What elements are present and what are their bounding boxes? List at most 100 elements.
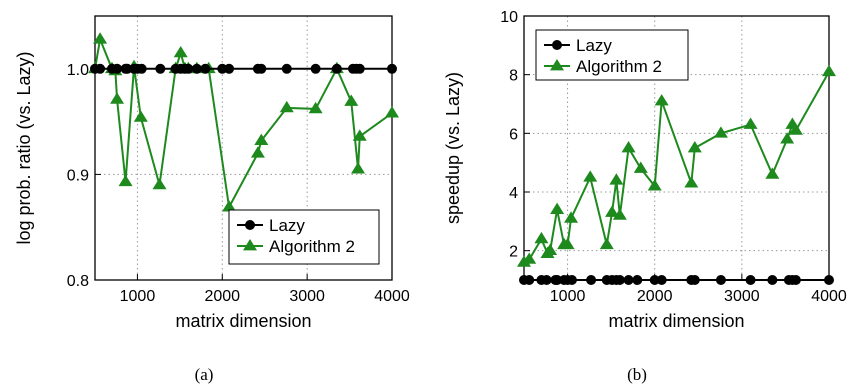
data-point-algorithm-2 <box>687 141 702 153</box>
x-tick-label: 2000 <box>204 288 240 305</box>
legend-label: Algorithm 2 <box>269 237 355 256</box>
legend-box <box>228 209 380 265</box>
data-point-lazy <box>256 63 267 74</box>
data-point-algorithm-2 <box>654 94 669 106</box>
data-point-algorithm-2 <box>599 237 614 250</box>
y-tick-label: 0.8 <box>67 273 89 290</box>
data-point-algorithm-2 <box>308 101 323 114</box>
data-point-lazy <box>224 63 235 74</box>
data-point-algorithm-2 <box>133 110 148 122</box>
data-point-algorithm-2 <box>605 205 620 217</box>
data-point-algorithm-2 <box>352 129 367 141</box>
data-point-algorithm-2 <box>621 141 636 153</box>
data-point-lazy <box>656 275 667 285</box>
data-point-lazy <box>112 63 123 74</box>
data-point-lazy <box>552 275 563 285</box>
x-tick-label: 4000 <box>811 288 847 305</box>
y-axis-label: speedup (vs. Lazy) <box>443 72 463 224</box>
data-point-algorithm-2 <box>647 179 662 191</box>
data-point-lazy <box>541 275 552 285</box>
x-tick-label: 1000 <box>550 288 586 305</box>
series-line-algorithm-2 <box>523 71 830 264</box>
plot-frame <box>94 15 393 281</box>
caption-b: (b) <box>627 365 647 384</box>
data-point-lazy <box>191 63 202 74</box>
x-axis-label: matrix dimension <box>175 311 311 331</box>
data-point-lazy <box>767 275 778 285</box>
data-point-algorithm-2 <box>583 170 598 182</box>
data-point-algorithm-2 <box>788 123 803 135</box>
data-point-algorithm-2 <box>534 231 549 244</box>
data-point-algorithm-2 <box>822 64 836 77</box>
legend-box <box>535 29 689 81</box>
data-point-lazy <box>715 275 726 285</box>
data-point-lazy <box>524 275 535 285</box>
x-tick-label: 3000 <box>289 288 325 305</box>
data-point-algorithm-2 <box>222 200 237 212</box>
legend-marker <box>243 239 257 251</box>
y-tick-label: 4 <box>509 185 518 202</box>
data-point-algorithm-2 <box>351 162 366 174</box>
legend-label: Lazy <box>269 216 305 235</box>
data-point-algorithm-2 <box>279 100 294 113</box>
data-point-algorithm-2 <box>118 174 133 187</box>
y-tick-label: 6 <box>509 126 518 143</box>
data-point-algorithm-2 <box>152 177 167 190</box>
data-point-algorithm-2 <box>743 117 758 129</box>
data-point-algorithm-2 <box>560 237 575 250</box>
x-tick-label: 2000 <box>637 288 673 305</box>
y-tick-label: 0.9 <box>67 167 89 184</box>
data-point-algorithm-2 <box>550 202 565 214</box>
data-point-algorithm-2 <box>93 32 108 44</box>
data-point-algorithm-2 <box>564 211 579 223</box>
y-tick-label: 1.0 <box>67 62 89 79</box>
x-tick-label: 4000 <box>374 288 410 305</box>
data-point-lazy <box>790 275 801 285</box>
data-point-lazy <box>95 63 106 74</box>
y-axis-label: log prob. ratio (vs. Lazy) <box>14 51 34 244</box>
data-point-lazy <box>331 63 342 74</box>
data-point-algorithm-2 <box>713 126 728 138</box>
y-tick-label: 8 <box>509 68 518 85</box>
data-point-lazy <box>689 275 700 285</box>
data-point-algorithm-2 <box>344 94 359 106</box>
data-point-algorithm-2 <box>765 167 780 179</box>
data-point-lazy <box>745 275 756 285</box>
data-point-lazy <box>310 63 321 74</box>
data-point-algorithm-2 <box>609 173 624 185</box>
data-point-algorithm-2 <box>250 146 265 158</box>
chart-speedup: 1000 2000 3000 4000 2 4 6 8 10 matrix dimension sp… <box>443 9 847 331</box>
data-point-lazy <box>614 275 625 285</box>
data-point-algorithm-2 <box>522 252 537 264</box>
data-point-algorithm-2 <box>633 161 648 173</box>
data-point-algorithm-2 <box>110 92 125 104</box>
data-point-algorithm-2 <box>173 45 188 58</box>
data-point-lazy <box>566 275 577 285</box>
data-point-lazy <box>200 63 211 74</box>
legend-marker <box>552 40 562 50</box>
x-axis-label: matrix dimension <box>608 311 744 331</box>
data-point-algorithm-2 <box>780 132 795 144</box>
legend-marker <box>245 220 255 230</box>
data-point-algorithm-2 <box>612 208 627 220</box>
data-point-lazy <box>586 275 597 285</box>
legend-marker <box>550 59 564 71</box>
x-tick-label: 1000 <box>120 288 156 305</box>
data-point-algorithm-2 <box>385 106 399 118</box>
legend-label: Lazy <box>576 36 612 55</box>
x-tick-label: 3000 <box>724 288 760 305</box>
data-point-lazy <box>824 275 834 285</box>
data-point-algorithm-2 <box>543 243 558 256</box>
data-point-lazy <box>354 63 365 74</box>
data-point-lazy <box>649 275 660 285</box>
data-point-lazy <box>623 275 634 285</box>
chart-log-prob-ratio: 1000 2000 3000 4000 0.8 0.9 1.0 matrix dimensio… <box>14 15 410 331</box>
data-point-lazy <box>183 63 194 74</box>
data-point-algorithm-2 <box>254 133 269 145</box>
data-point-algorithm-2 <box>684 176 699 188</box>
legend-label: Algorithm 2 <box>576 57 662 76</box>
y-tick-label: 10 <box>500 9 518 26</box>
data-point-lazy <box>632 275 643 285</box>
y-tick-label: 2 <box>509 244 518 261</box>
